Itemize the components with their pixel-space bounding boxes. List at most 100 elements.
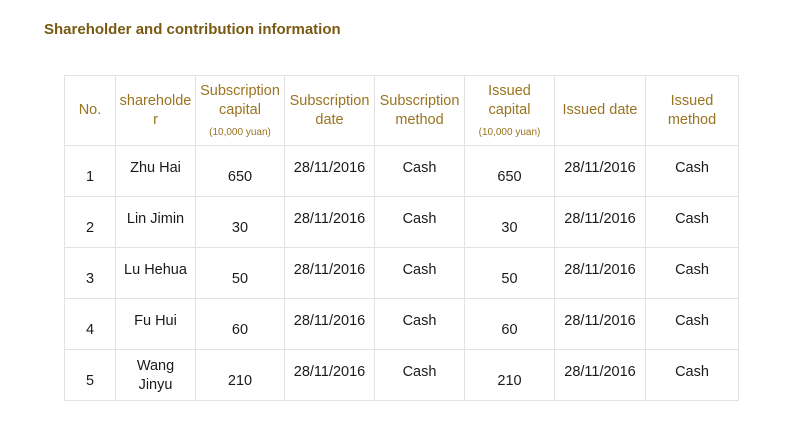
cell-shareholder: Wang Jinyu: [115, 349, 196, 401]
shareholder-name-wrapped: Wang Jinyu: [117, 357, 195, 395]
subscription-method-value: Cash: [402, 211, 437, 227]
issued-date-value: 28/11/2016: [564, 313, 636, 329]
issued-method-value: Cash: [675, 262, 709, 278]
cell-issued-method: Cash: [645, 247, 739, 299]
header-issued-capital-line2: capital: [488, 102, 531, 118]
issued-method-value: Cash: [675, 364, 709, 380]
cell-issued-method: Cash: [645, 145, 739, 197]
cell-subscription-capital: 50: [195, 247, 285, 299]
cell-subscription-method: Cash: [374, 196, 465, 248]
header-issued-capital: Issued capital (10,000 yuan): [464, 75, 555, 146]
cell-issued-capital: 50: [464, 247, 555, 299]
subscription-method-value: Cash: [402, 364, 437, 380]
subscription-method-value: Cash: [402, 262, 437, 278]
cell-subscription-method: Cash: [374, 145, 465, 197]
cell-subscription-date: 28/11/2016: [284, 298, 375, 350]
issued-capital-value: 650: [497, 169, 522, 185]
cell-issued-method: Cash: [645, 196, 739, 248]
cell-shareholder: Zhu Hai: [115, 145, 196, 197]
header-subscription-method-line1: Subscription: [379, 92, 460, 109]
row-number: 5: [85, 373, 95, 389]
cell-issued-date: 28/11/2016: [554, 145, 646, 197]
header-issued-method: Issued method: [645, 75, 739, 146]
shareholder-name: Zhu Hai: [130, 160, 181, 176]
table-row: 4 Fu Hui 60 28/11/2016 Cash 60 28/11/201…: [64, 298, 739, 350]
subscription-capital-value: 210: [227, 373, 253, 389]
cell-shareholder: Lu Hehua: [115, 247, 196, 299]
shareholder-name-line1: Wang: [136, 358, 175, 374]
issued-date-value: 28/11/2016: [564, 160, 636, 176]
shareholder-name: Lin Jimin: [126, 211, 185, 227]
cell-no: 1: [64, 145, 116, 197]
header-shareholder: shareholde r: [115, 75, 196, 146]
subscription-capital-value: 650: [227, 169, 253, 185]
header-subscription-date-line2: date: [315, 111, 344, 128]
header-no: No.: [64, 75, 116, 146]
cell-subscription-date: 28/11/2016: [284, 145, 375, 197]
header-subscription-method: Subscription method: [374, 75, 465, 146]
row-number: 1: [85, 169, 95, 185]
cell-issued-date: 28/11/2016: [554, 349, 646, 401]
cell-issued-capital: 650: [464, 145, 555, 197]
header-subscription-capital-unit: (10,000 yuan): [209, 127, 271, 138]
header-subscription-date-line1: Subscription: [289, 92, 370, 109]
header-shareholder-line1: shareholde: [119, 92, 192, 109]
cell-subscription-capital: 650: [195, 145, 285, 197]
cell-subscription-capital: 210: [195, 349, 285, 401]
header-issued-capital-line1: Issued: [488, 83, 531, 99]
subscription-date-value: 28/11/2016: [293, 160, 366, 176]
cell-issued-method: Cash: [645, 298, 739, 350]
table-row: 5 Wang Jinyu 210 28/11/2016 Cash 210 28/…: [64, 349, 739, 401]
subscription-method-value: Cash: [402, 160, 437, 176]
cell-shareholder: Lin Jimin: [115, 196, 196, 248]
subscription-date-value: 28/11/2016: [293, 262, 366, 278]
cell-issued-capital: 210: [464, 349, 555, 401]
row-number: 3: [85, 271, 95, 287]
page-title: Shareholder and contribution information: [44, 21, 341, 38]
table-row: 3 Lu Hehua 50 28/11/2016 Cash 50 28/11/2…: [64, 247, 739, 299]
cell-issued-capital: 60: [464, 298, 555, 350]
header-subscription-capital-line1: Subscription: [200, 83, 280, 99]
row-number: 2: [85, 220, 95, 236]
issued-date-value: 28/11/2016: [564, 262, 636, 278]
table-row: 1 Zhu Hai 650 28/11/2016 Cash 650 28/11/…: [64, 145, 739, 197]
issued-capital-value: 50: [501, 271, 518, 287]
cell-issued-date: 28/11/2016: [554, 196, 646, 248]
subscription-capital-value: 50: [231, 271, 249, 287]
issued-capital-value: 210: [497, 373, 522, 389]
shareholder-name: Fu Hui: [134, 313, 177, 329]
subscription-date-value: 28/11/2016: [293, 211, 366, 227]
table-row: 2 Lin Jimin 30 28/11/2016 Cash 30 28/11/…: [64, 196, 739, 248]
issued-date-value: 28/11/2016: [564, 364, 636, 380]
header-subscription-date: Subscription date: [284, 75, 375, 146]
subscription-capital-value: 60: [231, 322, 249, 338]
cell-no: 3: [64, 247, 116, 299]
header-issued-method-line2: method: [667, 111, 717, 128]
subscription-date-value: 28/11/2016: [293, 364, 366, 380]
header-issued-date: Issued date: [554, 75, 646, 146]
cell-subscription-date: 28/11/2016: [284, 247, 375, 299]
shareholder-name: Lu Hehua: [124, 262, 187, 278]
cell-no: 4: [64, 298, 116, 350]
issued-method-value: Cash: [675, 313, 709, 329]
header-issued-date-label: Issued date: [562, 102, 638, 118]
issued-capital-value: 30: [501, 220, 518, 236]
header-subscription-method-line2: method: [395, 111, 444, 128]
cell-issued-method: Cash: [645, 349, 739, 401]
subscription-capital-value: 30: [231, 220, 249, 236]
cell-subscription-date: 28/11/2016: [284, 349, 375, 401]
subscription-method-value: Cash: [402, 313, 437, 329]
issued-date-value: 28/11/2016: [564, 211, 636, 227]
shareholder-table: No. shareholde r Subscription capital (1…: [64, 75, 739, 401]
cell-subscription-capital: 30: [195, 196, 285, 248]
cell-subscription-date: 28/11/2016: [284, 196, 375, 248]
issued-capital-value: 60: [501, 322, 518, 338]
header-row: No. shareholde r Subscription capital (1…: [64, 75, 739, 146]
subscription-date-value: 28/11/2016: [293, 313, 366, 329]
header-issued-capital-unit: (10,000 yuan): [478, 127, 541, 138]
cell-issued-date: 28/11/2016: [554, 247, 646, 299]
cell-no: 2: [64, 196, 116, 248]
header-issued-method-line1: Issued: [670, 92, 714, 109]
issued-method-value: Cash: [675, 160, 709, 176]
cell-issued-date: 28/11/2016: [554, 298, 646, 350]
